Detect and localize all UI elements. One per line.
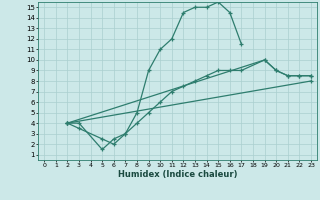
X-axis label: Humidex (Indice chaleur): Humidex (Indice chaleur): [118, 170, 237, 179]
